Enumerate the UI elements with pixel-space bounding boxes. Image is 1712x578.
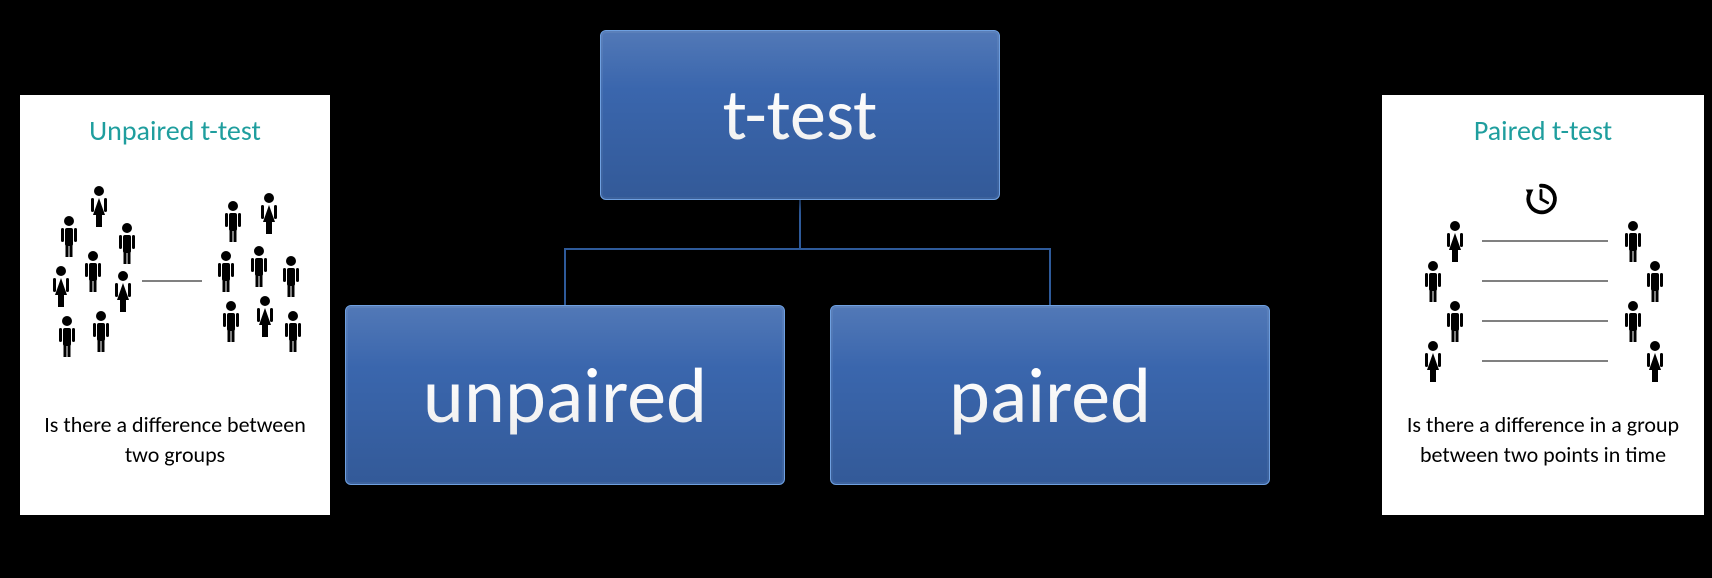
person-icon [1644, 260, 1666, 304]
node-root: t-test [600, 30, 1000, 200]
person-icon [1422, 260, 1444, 304]
person-icon [220, 300, 242, 344]
unpaired-panel: Unpaired t-test Is there a difference be… [20, 95, 330, 515]
person-icon [56, 315, 78, 359]
person-icon [282, 310, 304, 354]
connector-drop-left [564, 248, 566, 305]
paired-panel-title: Paired t-test [1382, 113, 1704, 148]
pair-link-line [1482, 240, 1608, 242]
person-icon [88, 185, 110, 229]
person-icon [1444, 220, 1466, 264]
paired-panel-caption: Is there a difference in a group between… [1382, 410, 1704, 483]
connector-crossbar [564, 248, 1051, 250]
pair-link-line [1482, 360, 1608, 362]
group-link-line [142, 280, 202, 282]
person-icon [254, 295, 276, 339]
person-icon [222, 200, 244, 244]
person-icon [248, 245, 270, 289]
person-icon [50, 265, 72, 309]
person-icon [1444, 300, 1466, 344]
person-icon [116, 222, 138, 266]
person-icon [58, 215, 80, 259]
node-unpaired: unpaired [345, 305, 785, 485]
person-icon [1644, 340, 1666, 384]
history-icon [1522, 180, 1560, 223]
person-icon [1422, 340, 1444, 384]
person-icon [215, 250, 237, 294]
node-paired-label: paired [949, 348, 1151, 443]
connector-drop-right [1049, 248, 1051, 305]
unpaired-panel-caption: Is there a difference between two groups [20, 410, 330, 483]
person-icon [280, 255, 302, 299]
person-icon [112, 270, 134, 314]
unpaired-icon-area [20, 160, 330, 410]
person-icon [1622, 220, 1644, 264]
node-paired: paired [830, 305, 1270, 485]
node-root-label: t-test [723, 71, 878, 159]
person-icon [90, 310, 112, 354]
person-icon [1622, 300, 1644, 344]
node-unpaired-label: unpaired [423, 348, 707, 443]
pair-link-line [1482, 320, 1608, 322]
unpaired-panel-title: Unpaired t-test [20, 113, 330, 148]
paired-panel: Paired t-test Is there a difference in a… [1382, 95, 1704, 515]
paired-icon-area [1382, 160, 1704, 410]
connector-stem [799, 200, 801, 248]
person-icon [258, 192, 280, 236]
pair-link-line [1482, 280, 1608, 282]
person-icon [82, 250, 104, 294]
